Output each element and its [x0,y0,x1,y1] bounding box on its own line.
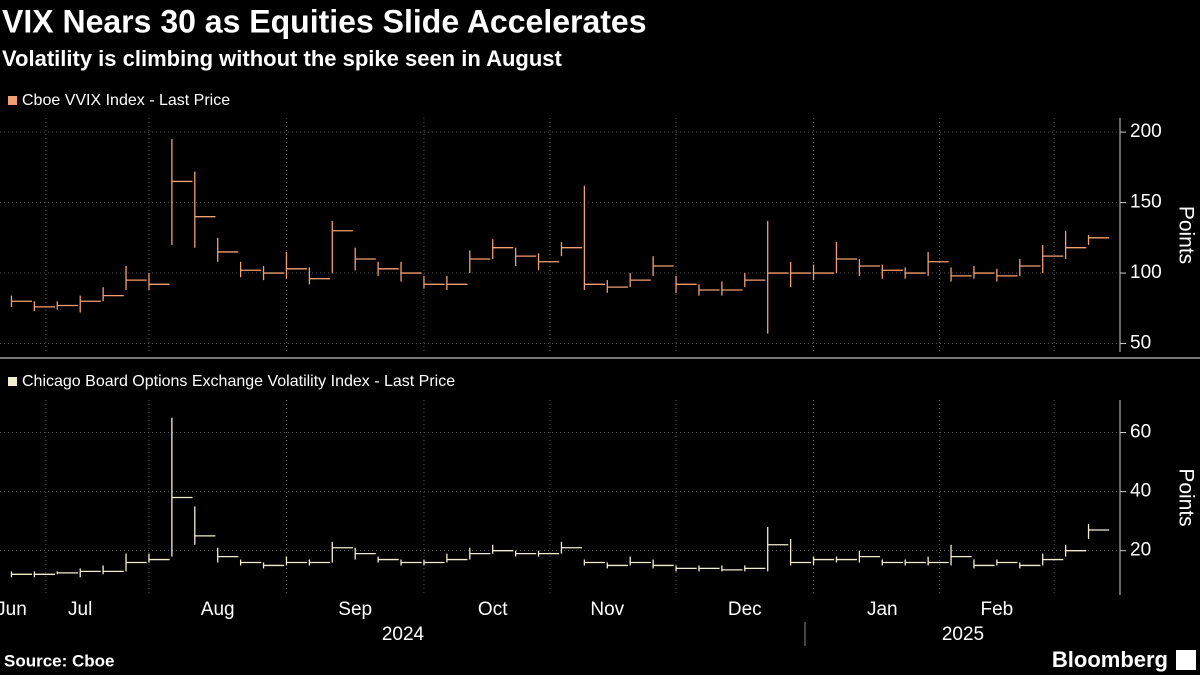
y-tick-label: 200 [1130,121,1162,142]
legend-swatch [8,377,17,386]
y-tick-label: 100 [1130,262,1162,283]
x-tick-label: Dec [728,599,762,620]
legend-label: Chicago Board Options Exchange Volatilit… [22,373,455,390]
x-tick-label: Jan [867,599,898,620]
y-axis-label: Points [1174,206,1197,264]
x-tick-label: Nov [590,599,624,620]
x-tick-label: Aug [201,599,235,620]
source: Source: Cboe [4,651,115,670]
y-tick-label: 40 [1130,481,1151,502]
legend-label: Cboe VVIX Index - Last Price [22,92,230,109]
year-label: 2024 [382,624,425,645]
legend-swatch [8,96,17,105]
brand-icon [1176,650,1196,670]
y-tick-label: 20 [1130,540,1151,561]
year-label: 2025 [942,624,984,645]
x-tick-label: Sep [338,599,372,620]
y-tick-label: 150 [1130,192,1162,213]
chart-title: VIX Nears 30 as Equities Slide Accelerat… [2,3,647,39]
y-axis-label: Points [1174,468,1197,526]
y-tick-label: 60 [1130,422,1151,443]
x-tick-label: Jun [0,599,27,620]
y-tick-label: 50 [1130,333,1151,354]
brand: Bloomberg [1052,647,1168,672]
x-tick-label: Jul [68,599,92,620]
x-tick-label: Feb [981,599,1014,620]
chart-subtitle: Volatility is climbing without the spike… [2,46,563,71]
x-tick-label: Oct [478,599,508,620]
